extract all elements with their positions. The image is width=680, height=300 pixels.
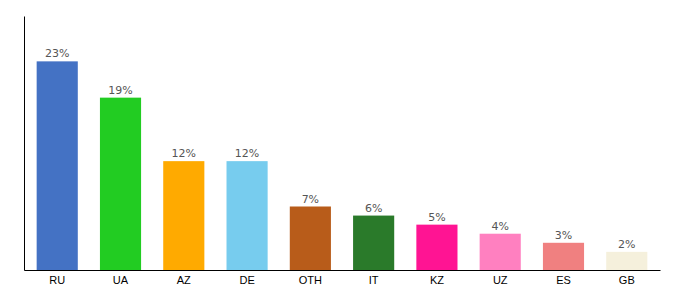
data-labels: 23% 19% 12% 12% 7% 6% 5% 4% 3% 2% <box>45 47 636 251</box>
x-tick-label: IT <box>369 274 379 286</box>
bar <box>100 98 141 270</box>
bar <box>353 216 394 270</box>
x-tick-label: UZ <box>493 274 508 286</box>
data-label: 4% <box>491 220 508 233</box>
bar <box>227 161 268 270</box>
x-tick: UA <box>113 274 129 286</box>
x-tick-label: GB <box>619 274 635 286</box>
x-tick: AZ <box>177 274 191 286</box>
x-tick-label: UA <box>113 274 129 286</box>
data-label: 12% <box>235 147 259 160</box>
x-tick: KZ <box>430 274 444 286</box>
bar <box>37 61 78 270</box>
x-tick: OTH <box>299 274 322 286</box>
x-tick-label: RU <box>49 274 65 286</box>
x-tick-label: DE <box>239 274 254 286</box>
data-label: 7% <box>302 193 319 206</box>
data-label: 6% <box>365 202 382 215</box>
x-tick: UZ <box>493 274 508 286</box>
bars <box>37 61 648 270</box>
bar <box>290 207 331 271</box>
x-tick-label: ES <box>556 274 571 286</box>
x-tick-label: KZ <box>430 274 444 286</box>
x-axis: RU UA AZ DE OTH IT KZ UZ ES GB <box>25 271 661 286</box>
x-tick: IT <box>369 274 379 286</box>
x-tick: GB <box>619 274 635 286</box>
data-label: 19% <box>108 84 132 97</box>
x-tick-label: AZ <box>177 274 191 286</box>
bar <box>543 243 584 270</box>
x-tick: ES <box>556 274 571 286</box>
bar <box>163 161 204 270</box>
data-label: 2% <box>618 238 635 251</box>
bar <box>480 234 521 270</box>
x-axis-line <box>25 270 661 271</box>
bar <box>416 225 457 270</box>
x-tick: RU <box>49 274 65 286</box>
y-axis-line <box>24 17 25 271</box>
chart: RU UA AZ DE OTH IT KZ UZ ES GB 23% 19% 12% 12% 7% 6% 5% 4… <box>0 0 680 300</box>
data-label: 5% <box>428 211 445 224</box>
data-label: 3% <box>555 229 572 242</box>
x-tick-label: OTH <box>299 274 322 286</box>
data-label: 12% <box>172 147 196 160</box>
data-label: 23% <box>45 47 69 60</box>
x-tick: DE <box>239 274 254 286</box>
y-axis <box>24 17 25 271</box>
plot: RU UA AZ DE OTH IT KZ UZ ES GB 23% 19% 12% 12% 7% 6% 5% 4… <box>25 17 661 286</box>
bar <box>606 252 647 270</box>
